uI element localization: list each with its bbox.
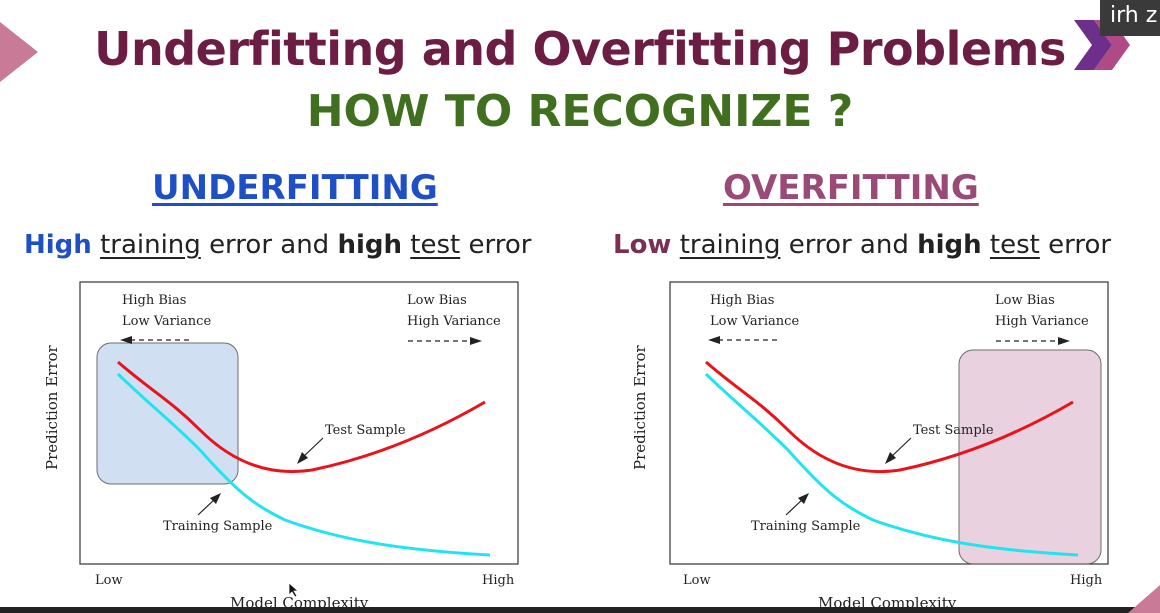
x-low-label: Low xyxy=(683,573,711,588)
desc-test: test xyxy=(989,230,1040,260)
training-sample-curve xyxy=(704,372,1079,557)
high-bias-label: High Bias xyxy=(122,293,186,308)
high-variance-label: High Variance xyxy=(407,314,501,329)
mouse-cursor-icon xyxy=(288,582,300,598)
test-pointer-line xyxy=(301,437,324,459)
x-low-label: Low xyxy=(95,573,123,588)
test-sample-label: Test Sample xyxy=(913,423,994,438)
overfit-highlight-box xyxy=(958,349,1102,565)
overfitting-description: Low training error and high test error xyxy=(613,230,1111,260)
right-arrowhead-icon xyxy=(470,337,482,345)
x-axis-title: Model Complexity xyxy=(230,594,369,610)
desc-text: error and xyxy=(788,230,909,260)
slide-title: Underfitting and Overfitting Problems xyxy=(94,22,1066,76)
desc-keyword: Low xyxy=(613,230,672,260)
corner-tag: irh z xyxy=(1100,0,1160,36)
y-axis-title: Prediction Error xyxy=(631,344,649,470)
x-axis-title: Model Complexity xyxy=(818,594,957,610)
desc-high: high xyxy=(337,230,402,260)
training-pointer-icon xyxy=(210,493,221,504)
training-sample-label: Training Sample xyxy=(751,519,861,534)
underfitting-description: High training error and high test error xyxy=(24,230,531,260)
test-pointer-icon xyxy=(297,452,308,464)
desc-training: training xyxy=(100,230,201,260)
desc-keyword: High xyxy=(24,230,92,260)
slide-subtitle: HOW TO RECOGNIZE ? xyxy=(306,86,854,137)
x-high-label: High xyxy=(1070,573,1103,588)
right-arrowhead-icon xyxy=(1058,337,1070,345)
test-pointer-icon xyxy=(885,452,896,464)
high-bias-label: High Bias xyxy=(710,293,774,308)
training-sample-curve xyxy=(116,372,491,557)
desc-error: error xyxy=(1048,230,1112,260)
left-arrowhead-icon xyxy=(708,336,720,344)
underfitting-chart: High Bias Low Variance Low Bias High Var… xyxy=(43,281,519,610)
low-bias-label: Low Bias xyxy=(407,293,467,308)
test-sample-label: Test Sample xyxy=(325,423,406,438)
underfit-highlight-box xyxy=(96,342,239,485)
desc-text: error and xyxy=(209,230,330,260)
x-high-label: High xyxy=(482,573,515,588)
training-sample-label: Training Sample xyxy=(163,519,273,534)
desc-error: error xyxy=(468,230,532,260)
desc-high: high xyxy=(917,230,982,260)
training-pointer-icon xyxy=(798,493,809,504)
decorative-triangle-icon xyxy=(0,22,38,82)
test-sample-curve xyxy=(705,360,1074,474)
overfitting-heading: OVERFITTING xyxy=(723,168,979,208)
desc-test: test xyxy=(410,230,461,260)
corner-triangle-icon xyxy=(1128,585,1160,613)
high-variance-label: High Variance xyxy=(995,314,1089,329)
y-axis-title: Prediction Error xyxy=(43,344,61,470)
low-variance-label: Low Variance xyxy=(122,314,211,329)
overfitting-chart: High Bias Low Variance Low Bias High Var… xyxy=(631,281,1109,610)
desc-training: training xyxy=(679,230,781,260)
low-bias-label: Low Bias xyxy=(995,293,1055,308)
low-variance-label: Low Variance xyxy=(710,314,799,329)
bottom-border xyxy=(0,607,1160,613)
underfitting-heading: UNDERFITTING xyxy=(152,168,438,208)
test-pointer-line xyxy=(889,437,912,459)
test-sample-curve xyxy=(117,360,486,474)
left-arrowhead-icon xyxy=(120,336,132,344)
